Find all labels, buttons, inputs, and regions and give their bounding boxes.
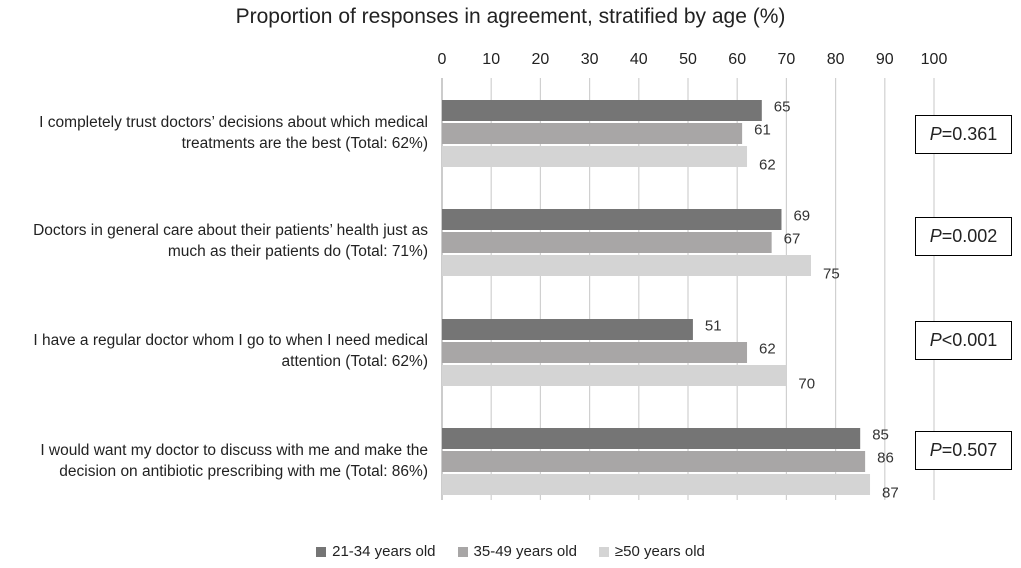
bar-value-label: 85: [872, 427, 889, 444]
legend-label: ≥50 years old: [614, 543, 705, 560]
bar: [442, 428, 861, 449]
bar: [442, 451, 866, 472]
x-tick-label: 60: [728, 51, 746, 68]
legend-item-35-49: 35-49 years old: [457, 543, 577, 560]
bar: [442, 342, 748, 363]
x-tick-label: 40: [630, 51, 648, 68]
bar-value-label: 67: [784, 231, 801, 248]
p-value-text: <0.001: [941, 330, 998, 350]
legend-swatch: [598, 546, 609, 557]
bar: [442, 365, 787, 386]
bar-value-label: 70: [798, 376, 815, 393]
category-label-3: I have a regular doctor whom I go to whe…: [33, 332, 428, 370]
p-value-text: =0.361: [941, 124, 998, 144]
category-label-4: I would want my doctor to discuss with m…: [40, 442, 428, 480]
p-value-box-1: P =0.361: [915, 115, 1012, 154]
p-value-box-3: P <0.001: [915, 321, 1012, 360]
x-tick-label: 70: [778, 51, 796, 68]
bar-value-label: 75: [823, 266, 840, 283]
bar: [442, 123, 743, 144]
legend-label: 21-34 years old: [332, 543, 436, 560]
bar: [442, 232, 772, 253]
category-label-1: I completely trust doctors’ decisions ab…: [39, 114, 428, 152]
bar: [442, 255, 811, 276]
x-tick-label: 30: [581, 51, 599, 68]
legend-swatch: [457, 546, 468, 557]
bar-value-label: 87: [882, 485, 899, 502]
p-value-text: =0.002: [941, 226, 998, 246]
legend-item-21-34: 21-34 years old: [316, 543, 436, 560]
x-tick-label: 90: [876, 51, 894, 68]
x-tick-label: 0: [438, 51, 447, 68]
x-tick-label: 20: [532, 51, 550, 68]
bar: [442, 100, 762, 121]
bar-value-label: 69: [793, 208, 810, 225]
p-value-letter: P: [929, 330, 942, 350]
p-value-letter: P: [929, 440, 942, 460]
bar: [442, 319, 693, 340]
x-tick-label: 80: [827, 51, 845, 68]
bar-value-label: 61: [754, 122, 771, 139]
x-tick-label: 50: [679, 51, 697, 68]
x-tick-label: 10: [482, 51, 500, 68]
bar-value-label: 62: [759, 157, 776, 174]
chart-title: Proportion of responses in agreement, st…: [235, 5, 786, 28]
p-value-text: =0.507: [941, 440, 998, 460]
bar: [442, 474, 871, 495]
legend-label: 35-49 years old: [473, 543, 577, 560]
bar-value-label: 65: [774, 99, 791, 116]
p-value-box-4: P =0.507: [915, 431, 1012, 470]
bar: [442, 146, 748, 167]
bar-value-label: 62: [759, 341, 776, 358]
legend-item-50-plus: ≥50 years old: [598, 543, 705, 560]
p-value-letter: P: [929, 226, 942, 246]
bar-value-label: 51: [705, 318, 722, 335]
x-tick-label: 100: [921, 51, 948, 68]
category-label-2: Doctors in general care about their pati…: [33, 222, 428, 260]
legend-swatch: [316, 546, 327, 557]
p-value-letter: P: [929, 124, 942, 144]
p-value-box-2: P =0.002: [915, 217, 1012, 256]
bar: [442, 209, 782, 230]
legend: 21-34 years old 35-49 years old ≥50 year…: [0, 543, 1021, 560]
bar-value-label: 86: [877, 450, 894, 467]
